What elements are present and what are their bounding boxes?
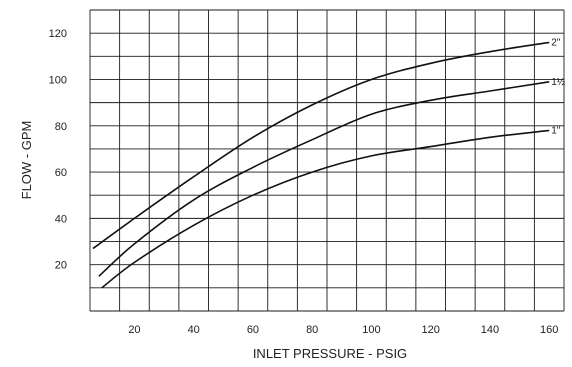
y-tick-labels: 20 40 60 80 100 120 [49,28,67,272]
x-tick-label: 60 [247,324,259,336]
grid [89,9,565,312]
x-tick-label: 160 [540,324,558,336]
y-axis-title: FLOW - GPM [19,121,34,200]
series-label-2: 1½ [551,77,566,88]
x-axis-title: INLET PRESSURE - PSIG [253,346,407,361]
y-tick-label: 20 [55,260,67,272]
x-tick-label: 20 [128,324,140,336]
series-line-2 [98,81,550,277]
series-label-1: 2" [551,37,561,48]
series-labels: 2" 1½ 1" [551,37,566,136]
series-label-3: 1" [551,125,561,136]
x-tick-labels: 20 40 60 80 100 120 140 160 [128,324,558,336]
series-curves [92,41,550,289]
y-tick-label: 60 [55,167,67,179]
x-tick-label: 120 [422,324,440,336]
x-tick-label: 140 [481,324,499,336]
y-tick-label: 100 [49,74,67,86]
x-tick-label: 40 [188,324,200,336]
series-line-3 [101,129,550,289]
x-tick-label: 100 [362,324,380,336]
series-line-1 [92,41,550,250]
y-tick-label: 120 [49,28,67,40]
y-tick-label: 80 [55,121,67,133]
x-tick-label: 80 [306,324,318,336]
y-tick-label: 40 [55,213,67,225]
